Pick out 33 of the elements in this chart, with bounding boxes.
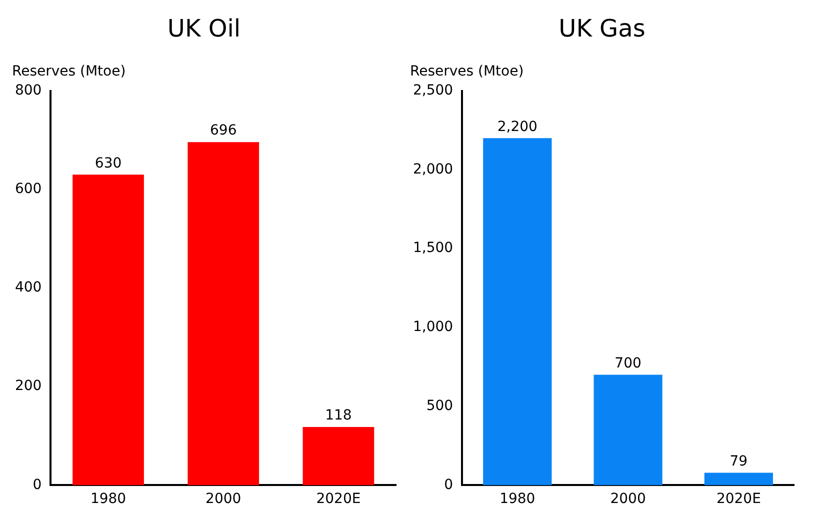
- y-tick-label: 2,000: [412, 161, 454, 178]
- data-label: 630: [94, 155, 122, 172]
- data-label: 2,200: [497, 118, 538, 135]
- y-axis-title: Reserves (Mtoe): [12, 63, 126, 80]
- bar: [188, 142, 260, 486]
- bar: [483, 138, 552, 486]
- chart-title: UK Oil: [167, 14, 241, 43]
- x-tick-label: 1980: [500, 491, 536, 508]
- bar: [302, 427, 374, 486]
- bar: [704, 472, 773, 486]
- x-tick-label: 2000: [610, 491, 646, 508]
- y-tick-label: 1,000: [412, 319, 454, 336]
- y-tick-label: 200: [14, 378, 42, 394]
- x-tick-label: 2000: [206, 491, 242, 508]
- y-tick-label: 1,500: [412, 240, 454, 256]
- data-label: 118: [325, 408, 352, 424]
- y-tick-label: 0: [32, 476, 42, 493]
- x-tick-label: 2020E: [716, 491, 761, 508]
- data-label: 79: [730, 453, 748, 470]
- y-tick-label: 800: [14, 82, 42, 98]
- x-tick-label: 2020E: [316, 491, 361, 508]
- y-tick-label: 600: [14, 181, 42, 198]
- y-tick-label: 0: [444, 476, 454, 493]
- y-tick-label: 500: [426, 398, 454, 414]
- x-tick-label: 1980: [90, 491, 126, 508]
- data-label: 700: [614, 355, 642, 372]
- y-tick-label: 400: [14, 280, 42, 296]
- chart-title: UK Gas: [558, 14, 646, 43]
- bar: [72, 174, 144, 486]
- data-label: 696: [210, 122, 237, 139]
- bar: [594, 374, 662, 486]
- y-tick-label: 2,500: [412, 82, 454, 98]
- y-axis-title: Reserves (Mtoe): [410, 63, 524, 80]
